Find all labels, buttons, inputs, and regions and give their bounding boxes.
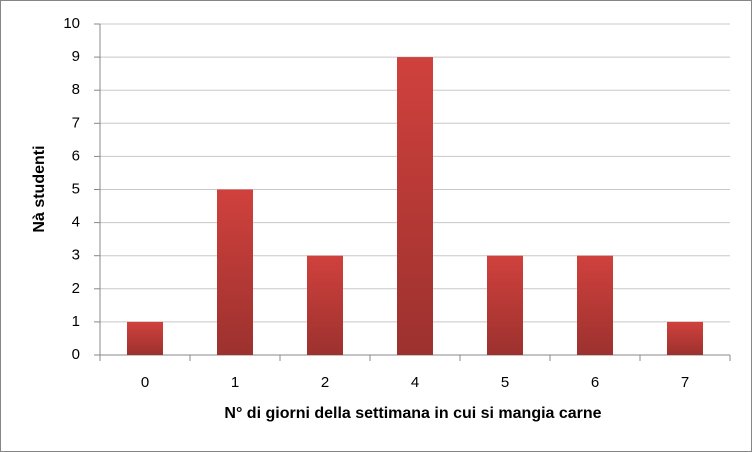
x-tick-label: 1 [231,374,239,391]
y-tick-label: 10 [63,15,80,32]
bar [217,189,253,355]
x-tick-label: 2 [321,374,329,391]
bar [577,255,613,355]
bar [127,321,163,355]
y-tick-label: 1 [72,313,80,330]
bar [307,255,343,355]
y-tick-label: 4 [72,214,80,231]
x-tick-label: 6 [591,374,599,391]
y-tick-label: 2 [72,280,80,297]
x-tick-label: 0 [141,374,149,391]
y-tick-label: 8 [72,81,80,98]
y-tick-label: 6 [72,147,80,164]
y-tick-label: 5 [72,180,80,197]
x-tick-label: 7 [681,374,689,391]
bar [667,321,703,355]
y-tick-label: 7 [72,114,80,131]
y-axis-title: Nà studenti [31,145,48,232]
x-tick-label: 5 [501,374,509,391]
x-tick-label: 4 [411,374,419,391]
x-axis-title: N° di giorni della settimana in cui si m… [224,405,601,422]
y-tick-label: 9 [72,48,80,65]
bar [397,57,433,355]
y-tick-label: 3 [72,247,80,264]
y-tick-label: 0 [72,346,80,363]
bar [487,255,523,355]
